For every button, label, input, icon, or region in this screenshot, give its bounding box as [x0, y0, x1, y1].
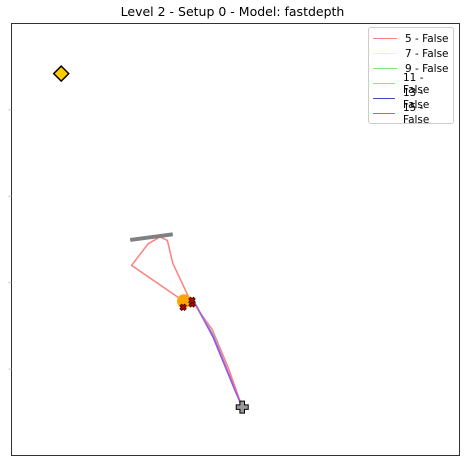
legend-swatch-0	[373, 38, 397, 39]
obstacle-layer	[129, 232, 174, 242]
legend-item-4: 13 - False	[373, 87, 449, 111]
legend-swatch-5	[373, 113, 395, 114]
end-point-marker-2	[188, 296, 196, 305]
legend-label-4: 13 - False	[403, 86, 430, 111]
start-marker	[235, 400, 249, 414]
legend: 5 - False 7 - False 9 - False 11 - False 13 …	[368, 27, 454, 126]
end-point-stroke-b-0	[179, 304, 187, 311]
y-ticks	[8, 109, 12, 370]
end-point-marker-0	[179, 303, 187, 312]
legend-item-1: 7 - False	[373, 46, 449, 61]
legend-label-1: 7 - False	[405, 47, 449, 60]
goal-marker	[52, 65, 70, 83]
series-line-0	[130, 236, 243, 408]
legend-item-0: 5 - False	[373, 31, 449, 46]
obstacle-0	[129, 232, 174, 242]
legend-swatch-1	[373, 53, 397, 54]
series-layer	[130, 236, 243, 408]
series-line-5	[192, 300, 243, 408]
legend-label-0: 5 - False	[405, 32, 449, 45]
legend-swatch-2	[373, 68, 397, 69]
legend-swatch-3	[373, 83, 395, 84]
legend-item-2: 9 - False	[373, 61, 449, 76]
legend-label-5: 15 - False	[403, 101, 430, 126]
legend-label-2: 9 - False	[405, 62, 449, 75]
legend-swatch-4	[373, 98, 395, 99]
marker-layer	[52, 65, 249, 414]
legend-item-5: 15 - False	[373, 102, 449, 126]
end-point-stroke-b-2	[188, 297, 196, 304]
chart-title: Level 2 - Setup 0 - Model: fastdepth	[120, 4, 345, 19]
legend-item-3: 11 - False	[373, 72, 449, 96]
legend-label-3: 11 - False	[403, 71, 430, 96]
